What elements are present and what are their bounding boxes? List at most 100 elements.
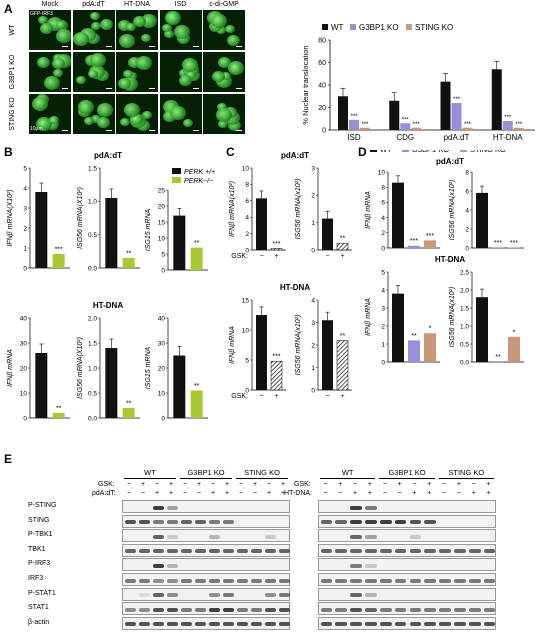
micrograph-image [203,94,245,134]
micro-col-label: Mock [41,1,59,8]
blot-band [166,578,178,583]
blot-band [365,607,377,612]
blot-band [124,622,136,627]
scale-bar [192,130,199,131]
blot-band [335,578,348,583]
panel-b-top-title: pdA:dT [94,151,122,160]
bar [491,69,502,130]
micro-row-label: STING KO [9,97,16,131]
cell-shape [87,69,98,78]
blot-band [222,622,234,627]
blot-strip [122,616,290,630]
cell-shape [90,114,101,123]
cell-shape [227,35,241,47]
cell-shape [46,119,60,131]
blot-band [222,593,234,598]
blot-band [468,549,481,554]
significance-mark: *** [350,114,358,120]
panel-d-bottom-title: HT-DNA [435,255,465,264]
blot-strip [318,543,496,557]
bar [190,390,203,418]
significance-mark: *** [494,240,502,247]
protein-label: β-actin [28,618,50,626]
micro-col-label: c-di-GMP [209,1,239,8]
bar [408,340,420,362]
blot-band [379,607,392,612]
blot-band [194,607,206,612]
micrograph-image [116,94,158,134]
blot-band [320,549,333,554]
gsk-sign: + [367,481,372,488]
blot-strip [122,573,290,586]
gsk-sign: + [486,481,491,488]
blot-band [124,520,136,525]
cell-shape [181,58,198,73]
scale-bar [149,130,155,131]
bar [105,348,118,418]
significance-mark: ** [411,333,417,340]
y-tick-label: 10 [158,390,166,397]
x-tick-label: ISD [347,133,361,142]
cell-shape [130,113,144,125]
blot-band [208,622,220,627]
y-tick-label: 0 [381,359,385,366]
micrograph-image [159,10,202,50]
y-tick-label: 1.5 [88,340,97,347]
y-tick-label: 2 [311,193,315,200]
bar [336,242,349,251]
bar [336,340,349,391]
gsk-sign: − [442,481,447,488]
x-tick-label: + [274,393,278,400]
gsk-sign: + [280,481,286,488]
scale-bar [236,46,242,47]
blot-band [365,578,377,583]
blot-strip [318,500,496,513]
blot-band [138,593,150,598]
cell-shape [170,105,187,120]
blot-band [124,549,136,554]
bar [508,336,520,362]
scale-bar [149,88,155,89]
blot-strip [122,587,290,601]
panel-c-bottom-title: HT-DNA [280,283,310,292]
x-tick-label: − [259,253,263,260]
cell-shape [140,33,151,42]
y-tick-label: 2 [245,231,249,238]
x-tick-label: − [325,393,329,400]
y-tick-label: 0 [311,247,315,254]
micro-row-label: WT [9,24,16,36]
micrograph-image [29,10,71,50]
protein-label: P-IRF3 [28,560,51,568]
blot-band [424,622,437,627]
gsk-label: GSK: [231,253,248,260]
y-tick-label: 2 [311,342,315,349]
blot-band [335,622,348,627]
blot-band [166,563,178,568]
blot-band [483,622,496,627]
micrograph-image [72,94,115,134]
micrograph-image [116,52,158,92]
blot-band [222,549,234,554]
blot-band [236,622,248,627]
cell-shape [39,22,53,34]
significance-mark: ** [126,401,132,408]
y-axis-label: ISG56 mRNA(x10²) [295,179,302,240]
y-tick-label: 0.5 [88,232,97,239]
y-tick-label: 0 [465,245,469,252]
y-axis-label: IFNβ mRNA [229,326,236,364]
blot-band [236,607,248,612]
y-tick-label: 1 [23,245,27,252]
gsk-sign: + [168,481,174,488]
blot-band [424,578,437,583]
legend-entry: WT [380,150,392,154]
blot-band [138,549,150,554]
gsk-row-label: GSK: [98,481,115,488]
blot-band [409,520,422,525]
y-tick-label: 2.5 [460,269,469,276]
y-tick-label: 5 [23,165,27,172]
blot-band [335,549,348,554]
cell-shape [44,75,61,90]
treatment-sign: − [126,490,132,497]
cell-shape [182,118,193,127]
blot-band [278,622,290,627]
